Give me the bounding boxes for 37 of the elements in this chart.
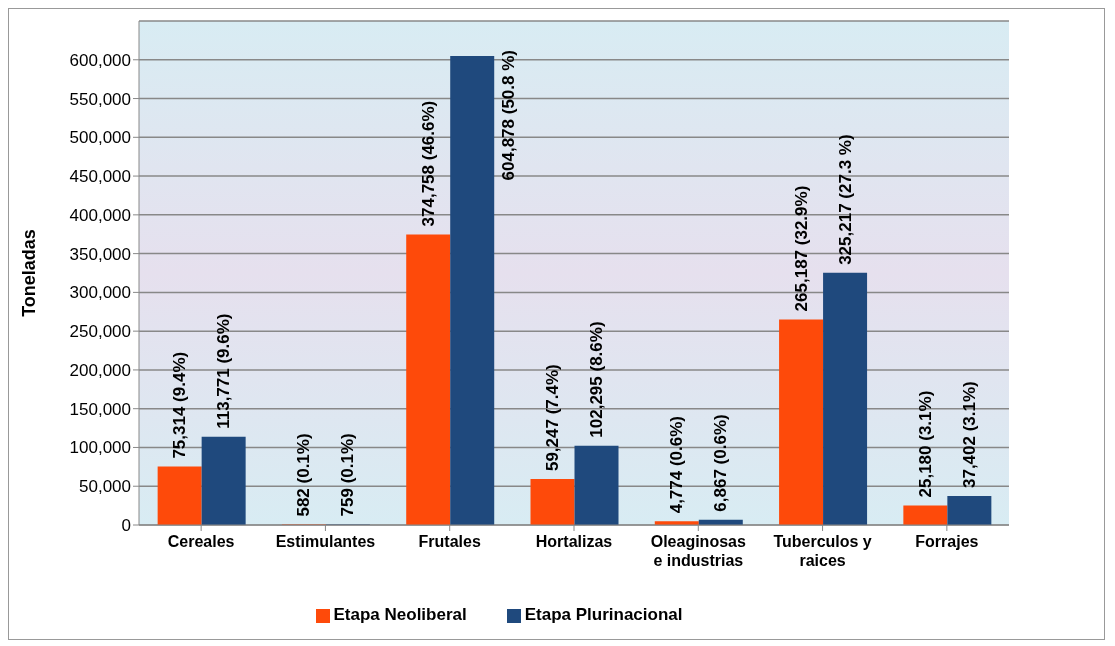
x-tick-label: Forrajes bbox=[915, 533, 979, 550]
legend-label: Etapa Plurinacional bbox=[524, 605, 683, 624]
data-label: 75,314 (9.4%) bbox=[170, 351, 190, 459]
y-tick-label: 450,000 bbox=[69, 167, 131, 187]
y-axis-title: Toneladas bbox=[19, 229, 40, 317]
y-tick-label: 150,000 bbox=[69, 399, 131, 419]
y-tick-label: 250,000 bbox=[69, 322, 131, 342]
data-label: 113,771 (9.6%) bbox=[214, 313, 234, 429]
x-tick-label: Frutales bbox=[418, 533, 481, 550]
y-tick-label: 600,000 bbox=[69, 50, 131, 70]
data-label: 582 (0.1%) bbox=[294, 433, 314, 517]
y-tick-label: 300,000 bbox=[69, 283, 131, 303]
data-label: 6,867 (0.6%) bbox=[711, 414, 731, 512]
data-label: 25,180 (3.1%) bbox=[915, 390, 935, 498]
y-tick-label: 500,000 bbox=[69, 128, 131, 148]
data-label: 604,878 (50.8 %) bbox=[498, 49, 518, 181]
y-tick-label: 50,000 bbox=[79, 477, 131, 497]
data-label: 759 (0.1%) bbox=[338, 433, 358, 517]
data-label: 4,774 (0.6%) bbox=[667, 415, 687, 514]
data-label: 59,247 (7.4%) bbox=[543, 364, 562, 472]
data-label: 265,187 (32.9%) bbox=[791, 185, 811, 312]
legend-label: Etapa Neoliberal bbox=[333, 605, 467, 624]
x-tick-label: Oleaginosas e industrias bbox=[650, 533, 746, 569]
y-tick-label: 200,000 bbox=[69, 360, 131, 380]
data-label: 37,402 (3.1%) bbox=[959, 381, 979, 488]
y-tick-label: 400,000 bbox=[69, 205, 131, 225]
y-tick-label: 350,000 bbox=[69, 244, 131, 264]
y-tick-label: 100,000 bbox=[69, 438, 131, 458]
x-tick-label: Estimulantes bbox=[275, 533, 376, 550]
x-tick-label: Hortalizas bbox=[535, 533, 613, 550]
y-tick-label: 0 bbox=[121, 516, 131, 536]
x-tick-label: Cereales bbox=[167, 533, 235, 550]
data-label: 102,295 (8.6%) bbox=[587, 321, 606, 438]
x-tick-label: Tuberculos y raices bbox=[773, 533, 872, 569]
data-label: 325,217 (27.3 %) bbox=[835, 134, 855, 265]
y-tick-label: 550,000 bbox=[69, 89, 131, 109]
data-label: 374,758 (46.6%) bbox=[418, 100, 438, 227]
